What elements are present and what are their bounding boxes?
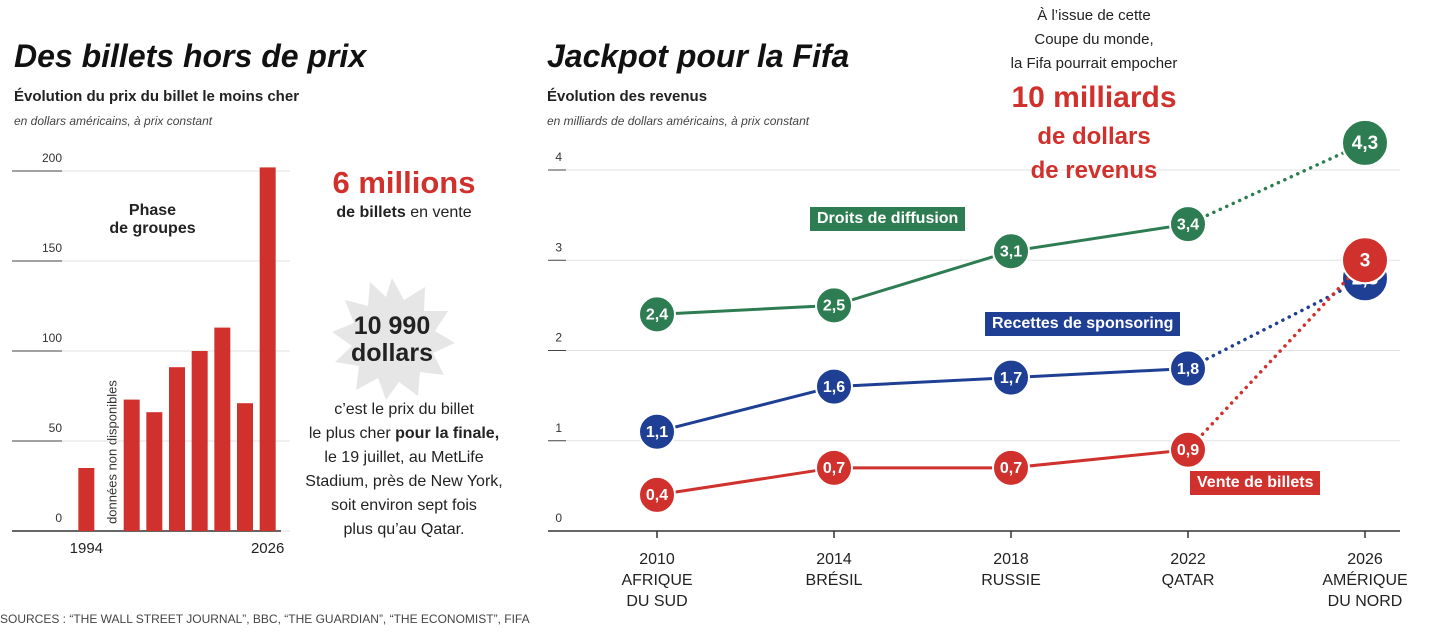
intro-text: À l’issue de cette Coupe du monde, la Fi…: [1010, 7, 1178, 72]
point: [638, 475, 676, 514]
series-projection: [1186, 258, 1367, 452]
value-label: 1,7: [1000, 370, 1022, 387]
price-value: 10 990 dollars: [351, 312, 433, 367]
chart-title: Des billets hors de prix: [14, 38, 367, 74]
value-label: 0,9: [1177, 442, 1199, 459]
y-tick-label: 3: [555, 240, 562, 254]
point: [992, 448, 1030, 487]
series-line: [656, 448, 1189, 497]
series-line: [656, 222, 1189, 316]
legend-label: Vente de billets: [1190, 471, 1321, 495]
x-tick-label: 2018 RUSSIE: [981, 551, 1041, 589]
value-label: 4,3: [1352, 133, 1378, 154]
point: [1341, 118, 1389, 167]
price-text: c’est le prix du billet le plus cher pou…: [284, 398, 524, 542]
value-label: 1,1: [646, 424, 668, 441]
x-tick-label: 2026: [251, 540, 284, 557]
chart-subtitle: Évolution des revenus: [547, 88, 708, 105]
value-label: 3,4: [1177, 216, 1199, 233]
y-tick-label: 100: [42, 331, 62, 345]
point: [992, 232, 1030, 271]
value-label: 0,7: [1000, 460, 1022, 477]
legend-label: Recettes de sponsoring: [985, 312, 1181, 336]
chart-title: Jackpot pour la Fifa: [547, 38, 850, 74]
series-projection: [1186, 141, 1367, 226]
headline-2: de dollars de revenus: [1030, 123, 1158, 184]
value-label: 1,8: [1177, 361, 1199, 378]
chart-note: en milliards de dollars américains, à pr…: [547, 114, 810, 128]
y-tick-label: 150: [42, 241, 62, 255]
sources: SOURCES : “THE WALL STREET JOURNAL”, BBC…: [0, 612, 530, 626]
tickets-text: de billets en vente: [304, 204, 504, 222]
chart-note: en dollars américains, à prix constant: [14, 114, 213, 128]
value-label: 3,1: [1000, 243, 1022, 260]
point: [1341, 236, 1389, 285]
x-tick-label: 2022 QATAR: [1161, 551, 1215, 589]
price-text-1: c’est le prix du billet le plus cher: [308, 401, 474, 442]
series-line: [656, 367, 1189, 434]
tickets-bold: de billets: [336, 204, 406, 221]
series-projection: [1186, 276, 1367, 371]
value-label: 0,4: [646, 487, 668, 504]
y-tick-label: 0: [55, 511, 62, 525]
bar: [169, 367, 185, 531]
bar: [237, 403, 253, 531]
y-tick-label: 1: [555, 421, 562, 435]
value-label: 1,6: [823, 379, 845, 396]
point: [815, 367, 853, 406]
tickets-rest: en vente: [410, 204, 472, 221]
price-text-bold: pour la finale,: [395, 425, 500, 442]
y-tick-label: 50: [49, 421, 63, 435]
point: [1169, 349, 1207, 388]
value-label: 2,5: [823, 298, 845, 315]
point: [1169, 205, 1207, 244]
starburst: [332, 278, 455, 400]
no-data-label: données non disponibles: [104, 380, 119, 524]
group-stage-label: Phase de groupes: [109, 202, 196, 237]
point: [992, 358, 1030, 397]
bar: [214, 327, 231, 531]
y-tick-label: 0: [555, 511, 562, 525]
bar: [259, 167, 276, 531]
value-label: 2,4: [646, 307, 668, 324]
point: [1169, 430, 1207, 469]
bar: [123, 399, 140, 531]
point: [638, 412, 676, 451]
headline: 10 milliards: [1011, 81, 1177, 114]
value-label: 3: [1360, 250, 1371, 271]
price-text-2: le 19 juillet, au MetLife Stadium, près …: [305, 449, 503, 538]
x-tick-label: 1994: [70, 540, 103, 557]
legend-label: Droits de diffusion: [810, 207, 966, 231]
point: [815, 286, 853, 325]
y-tick-label: 2: [555, 331, 562, 345]
x-tick-label: 2026 AMÉRIQUE DU NORD: [1322, 551, 1408, 610]
point: [815, 448, 853, 487]
point: [638, 295, 676, 334]
chart-subtitle: Évolution du prix du billet le moins che…: [14, 88, 300, 105]
bar: [78, 468, 95, 531]
y-tick-label: 200: [42, 151, 62, 165]
x-tick-label: 2014 BRÉSIL: [805, 551, 863, 589]
bar: [191, 351, 208, 531]
x-tick-label: 2010 AFRIQUE DU SUD: [621, 551, 693, 610]
tickets-count: 6 millions: [332, 165, 476, 200]
bar: [146, 412, 163, 531]
y-tick-label: 4: [555, 150, 562, 164]
value-label: 0,7: [823, 460, 845, 477]
